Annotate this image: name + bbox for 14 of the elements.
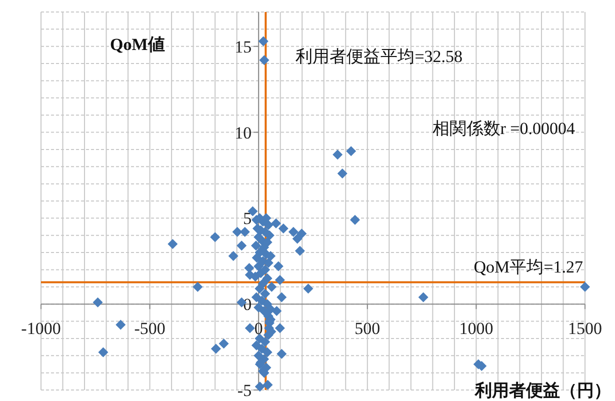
y-axis-title: QoM値 xyxy=(110,35,165,54)
y-tick-label: 15 xyxy=(234,37,252,56)
x-tick-label: -500 xyxy=(134,319,166,338)
x-tick-label: 1000 xyxy=(459,319,494,338)
x-axis-title: 利用者便益（円） xyxy=(474,381,611,400)
x-tick-label: 500 xyxy=(354,319,380,338)
x-tick-label: -1000 xyxy=(21,319,61,338)
y-tick-label: -5 xyxy=(237,381,252,400)
x-tick-label: 1500 xyxy=(568,319,602,338)
ref-line-label: QoM平均=1.27 xyxy=(474,257,584,276)
ref-line-label: 利用者便益平均=32.58 xyxy=(296,47,463,66)
y-tick-label: 10 xyxy=(234,123,252,142)
annotation: 相関係数r =0.00004 xyxy=(432,119,576,138)
y-tick-label: 5 xyxy=(243,209,252,228)
